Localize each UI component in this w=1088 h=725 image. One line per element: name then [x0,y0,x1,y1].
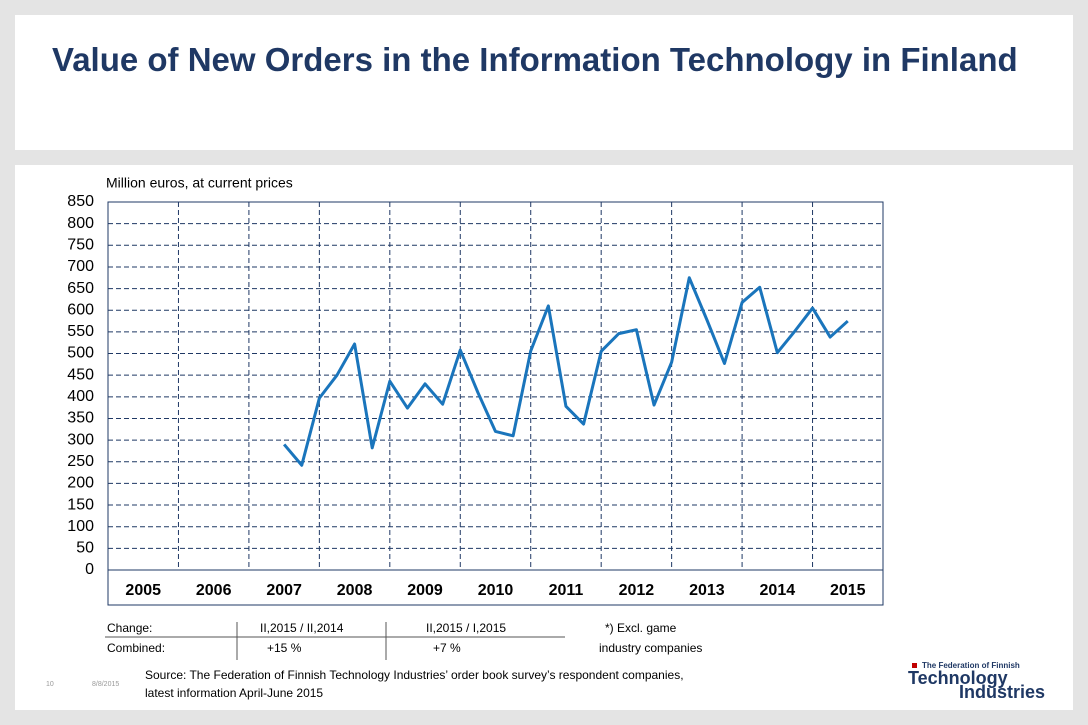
y-tick-label: 200 [67,475,94,492]
chart-title: Value of New Orders in the Information T… [52,41,1018,78]
y-tick-label: 750 [67,237,94,254]
logo-mark [912,663,917,668]
x-tick-label: 2012 [619,582,655,599]
y-tick-label: 0 [85,561,94,578]
table-cell: Combined: [107,641,165,655]
y-tick-label: 100 [67,518,94,535]
x-tick-label: 2008 [337,582,373,599]
y-tick-label: 500 [67,345,94,362]
y-tick-label: 400 [67,388,94,405]
y-tick-label: 800 [67,215,94,232]
y-tick-label: 450 [67,366,94,383]
x-tick-label: 2009 [407,582,443,599]
table-cell: II,2015 / II,2014 [260,621,344,635]
y-tick-label: 50 [76,540,94,557]
y-axis-label: Million euros, at current prices [106,175,293,191]
y-tick-label: 850 [67,193,94,210]
title-card [15,15,1073,150]
x-tick-label: 2005 [125,582,161,599]
y-tick-label: 150 [67,496,94,513]
x-tick-label: 2007 [266,582,302,599]
source: Source: The Federation of Finnish Techno… [145,668,684,682]
x-tick-label: 2006 [196,582,232,599]
page-number: 10 [46,681,54,688]
note: industry companies [599,641,702,655]
y-tick-label: 300 [67,431,94,448]
x-tick-label: 2013 [689,582,725,599]
x-tick-label: 2015 [830,582,866,599]
plot-frame [107,201,884,606]
x-tick-label: 2010 [478,582,514,599]
table-cell: +15 % [267,641,302,655]
y-tick-label: 350 [67,410,94,427]
logo-text: Industries [959,682,1045,702]
x-tick-label: 2011 [549,582,584,599]
data-line [282,276,849,467]
x-tick-label: 2014 [760,582,796,599]
date: 8/8/2015 [92,681,119,688]
note: *) Excl. game [605,621,677,635]
y-tick-label: 550 [67,323,94,340]
y-tick-label: 650 [67,280,94,297]
y-tick-label: 600 [67,301,94,318]
logo-text: Technology [908,668,1008,688]
source: latest information April-June 2015 [145,686,323,700]
y-tick-label: 700 [67,258,94,275]
logo-text: The Federation of Finnish [922,661,1020,670]
table-cell: +7 % [433,641,461,655]
table-cell: Change: [107,621,152,635]
table-cell: II,2015 / I,2015 [426,621,506,635]
y-tick-label: 250 [67,453,94,470]
chart-card [15,165,1073,710]
